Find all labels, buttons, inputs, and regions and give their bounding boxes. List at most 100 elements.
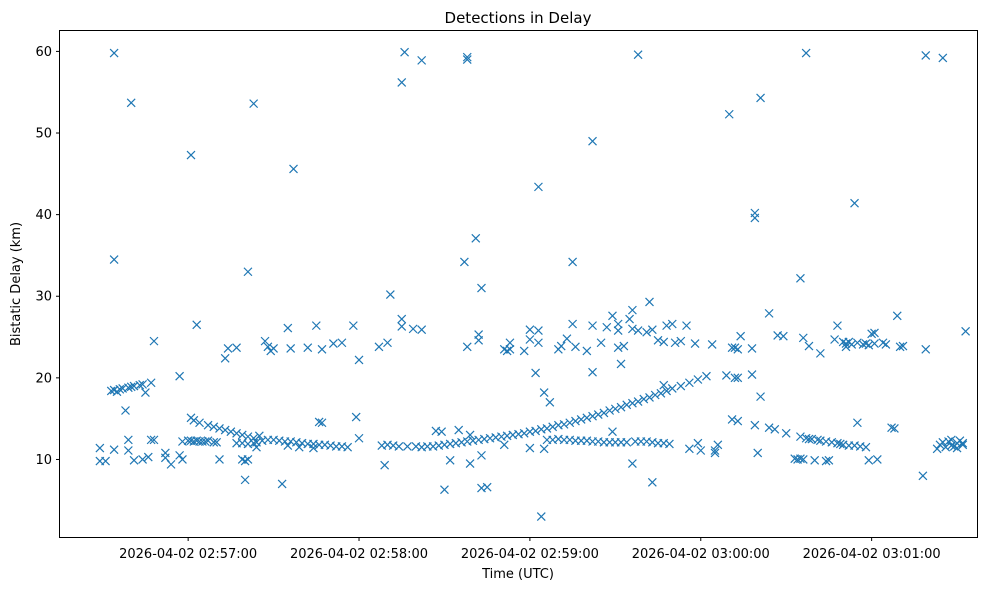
data-point	[374, 342, 384, 352]
data-point	[232, 343, 241, 353]
x-tick-label: 2026-04-02 02:59:00	[461, 547, 599, 562]
x-tick-label: 2026-04-02 02:57:00	[119, 547, 257, 562]
data-point	[892, 311, 902, 321]
data-point	[750, 420, 760, 430]
data-point	[143, 452, 153, 462]
data-point	[232, 428, 241, 438]
data-point	[385, 290, 395, 300]
data-point	[417, 325, 427, 335]
data-point	[542, 424, 552, 433]
y-tick-label: 40	[35, 208, 52, 223]
data-point	[462, 52, 472, 62]
data-point	[753, 448, 763, 458]
data-point	[861, 339, 871, 349]
data-point	[223, 344, 233, 353]
data-point	[613, 343, 623, 353]
data-point	[226, 427, 236, 437]
data-point	[175, 450, 185, 460]
data-point	[534, 182, 543, 192]
data-point	[243, 455, 253, 464]
data-point	[417, 55, 427, 65]
data-point	[804, 341, 814, 351]
data-point	[403, 441, 412, 451]
data-point	[645, 297, 654, 307]
data-point	[864, 455, 874, 465]
data-point	[872, 455, 882, 464]
data-point	[126, 382, 136, 392]
data-point	[798, 333, 808, 343]
data-point	[588, 321, 597, 331]
data-point	[519, 428, 529, 438]
data-point	[123, 446, 133, 455]
data-point	[525, 325, 535, 335]
data-point	[670, 338, 680, 348]
data-point	[764, 423, 774, 433]
data-point	[833, 438, 842, 448]
data-point	[781, 428, 791, 438]
data-point	[610, 404, 620, 414]
data-point	[502, 346, 512, 356]
data-point	[317, 344, 327, 354]
data-point	[813, 435, 822, 445]
data-point	[633, 50, 643, 60]
data-point	[770, 424, 780, 434]
data-point	[380, 460, 390, 470]
data-point	[474, 330, 484, 340]
data-point	[277, 479, 287, 489]
data-point	[477, 450, 486, 460]
data-point	[212, 437, 222, 447]
data-point	[918, 471, 928, 481]
data-point	[778, 331, 788, 341]
data-point	[736, 331, 746, 341]
data-point	[556, 341, 566, 351]
data-point	[215, 424, 224, 433]
data-point	[588, 367, 597, 377]
data-point	[639, 394, 649, 404]
data-point	[796, 432, 805, 442]
data-point	[354, 355, 364, 365]
data-point	[730, 343, 740, 353]
data-point	[941, 442, 951, 452]
data-point	[135, 380, 145, 390]
data-point	[750, 208, 760, 218]
data-markers	[95, 47, 971, 522]
data-point	[881, 339, 891, 349]
data-point	[796, 273, 805, 283]
data-point	[627, 324, 637, 334]
data-point	[536, 512, 546, 522]
data-point	[286, 344, 296, 353]
data-point	[659, 337, 669, 347]
data-point	[465, 430, 475, 440]
data-point	[311, 321, 321, 331]
data-point	[921, 344, 931, 354]
y-tick-label: 20	[35, 371, 52, 386]
data-point	[445, 455, 455, 465]
data-point	[756, 93, 765, 103]
data-point	[195, 418, 204, 428]
data-point	[656, 388, 666, 398]
data-point	[531, 426, 541, 436]
data-point	[289, 164, 298, 174]
data-point	[605, 406, 615, 415]
data-point	[625, 314, 634, 324]
data-point	[317, 418, 327, 428]
data-point	[841, 342, 851, 352]
data-point	[109, 255, 119, 264]
data-point	[534, 338, 543, 348]
data-point	[938, 53, 948, 63]
data-point	[462, 342, 472, 352]
y-tick-label: 30	[35, 290, 52, 305]
data-point	[647, 477, 657, 487]
data-point	[887, 423, 896, 433]
data-point	[408, 324, 418, 334]
data-point	[237, 430, 247, 440]
data-point	[713, 440, 723, 450]
data-point	[109, 48, 119, 58]
data-point	[702, 371, 711, 381]
data-point	[397, 314, 407, 324]
data-point	[676, 381, 686, 391]
plot-frame	[59, 30, 978, 538]
chart-title: Detections in Delay	[445, 9, 592, 27]
data-point	[138, 379, 148, 389]
